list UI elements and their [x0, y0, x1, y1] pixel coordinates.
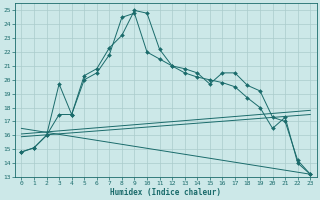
- X-axis label: Humidex (Indice chaleur): Humidex (Indice chaleur): [110, 188, 221, 197]
